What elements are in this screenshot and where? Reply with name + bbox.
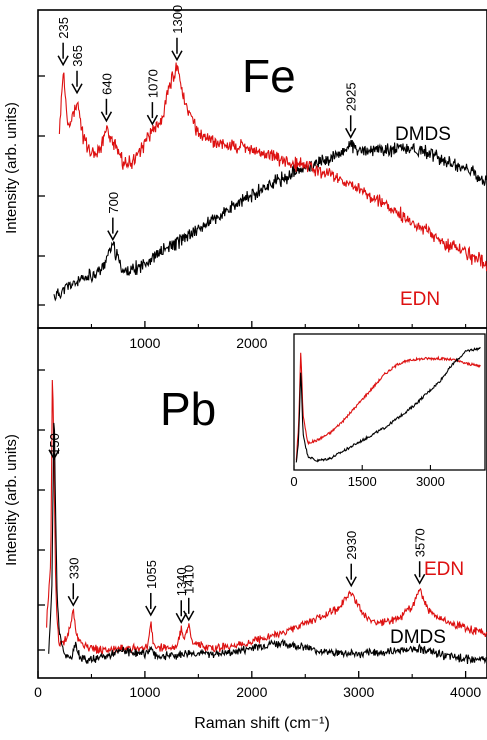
- inset-tick-label: 1500: [348, 474, 377, 489]
- pb-tick-label: 4000: [450, 684, 481, 700]
- pb-arrow-head: [413, 573, 426, 585]
- pb-peak-label: 1410: [182, 565, 197, 594]
- fe-arrow-head: [57, 55, 69, 67]
- pb-legend-edn: EDN: [424, 559, 464, 580]
- fe-tick-label: 2000: [236, 335, 267, 351]
- pb-dmds-line: [48, 422, 487, 665]
- inset-chart: 0 1500 3000: [290, 333, 486, 489]
- fe-dmds-line: [53, 139, 487, 302]
- pb-arrow-head: [67, 595, 79, 607]
- fe-legend-dmds: DMDS: [395, 124, 451, 145]
- pb-y-axis-label: Intensity (arb. units): [3, 434, 20, 566]
- fe-peak-label: 2925: [344, 82, 359, 111]
- pb-tick-label: 0: [34, 684, 42, 700]
- inset-edn-line: [295, 352, 481, 461]
- pb-legend-dmds: DMDS: [390, 627, 446, 648]
- pb-arrow-head: [145, 605, 157, 617]
- pb-panel-frame: [37, 327, 487, 679]
- fe-arrow-head: [345, 127, 357, 139]
- fe-peak-label: 1300: [170, 5, 185, 34]
- pb-series: [46, 379, 487, 665]
- pb-tick-label: 3000: [343, 684, 374, 700]
- pb-peak-label: 150: [47, 433, 62, 455]
- fe-legend-edn: EDN: [400, 289, 440, 310]
- inset-dmds-line: [295, 346, 481, 463]
- fe-arrow-head: [71, 83, 83, 95]
- pb-peak-label: 1055: [144, 560, 159, 589]
- fe-peak-label: 235: [56, 17, 71, 39]
- fe-panel-label: Fe: [242, 50, 296, 102]
- pb-arrow-head: [183, 610, 195, 622]
- fe-peak-label: 700: [106, 192, 121, 214]
- inset-tick-label: 0: [290, 474, 297, 489]
- pb-peak-label: 3570: [413, 528, 428, 557]
- fe-arrow-head: [100, 111, 113, 123]
- fe-tick-label: 1000: [129, 335, 160, 351]
- fe-peak-label: 365: [70, 45, 85, 67]
- pb-arrow-head: [175, 612, 187, 624]
- fe-arrow-head: [171, 50, 183, 62]
- fe-peak-label: 1070: [145, 69, 160, 98]
- fe-edn-line: [58, 62, 487, 272]
- pb-panel: Pb Intensity (arb. units) Raman shift (c…: [3, 327, 487, 732]
- x-axis-label: Raman shift (cm⁻¹): [194, 715, 330, 732]
- pb-arrow-head: [48, 449, 60, 461]
- pb-tick-label: 1000: [129, 684, 160, 700]
- fe-y-axis-label: Intensity (arb. units): [3, 102, 20, 234]
- fe-arrow-head: [107, 230, 119, 242]
- inset-frame: [293, 333, 486, 471]
- inset-tick-label: 3000: [416, 474, 445, 489]
- fe-panel: Fe Intensity (arb. units) DMDS EDN 1000 2…: [3, 5, 487, 351]
- fe-series: [53, 62, 487, 302]
- pb-peak-label: 330: [66, 557, 81, 579]
- inset-x-ticks: 0 1500 3000: [290, 465, 445, 489]
- pb-peak-label: 1340: [174, 567, 189, 596]
- fe-peak-annotations: 235 365 640 1070 1300 2925 700: [56, 5, 359, 242]
- pb-tick-label: 2000: [236, 684, 267, 700]
- pb-panel-label: Pb: [160, 383, 216, 435]
- pb-arrow-head: [345, 576, 357, 588]
- pb-x-ticks: 0 1000 2000 3000 4000: [34, 369, 481, 700]
- pb-peak-label: 2930: [344, 531, 359, 560]
- fe-peak-label: 640: [99, 73, 114, 95]
- inset-series: [295, 346, 481, 463]
- fe-arrow-head: [146, 114, 159, 126]
